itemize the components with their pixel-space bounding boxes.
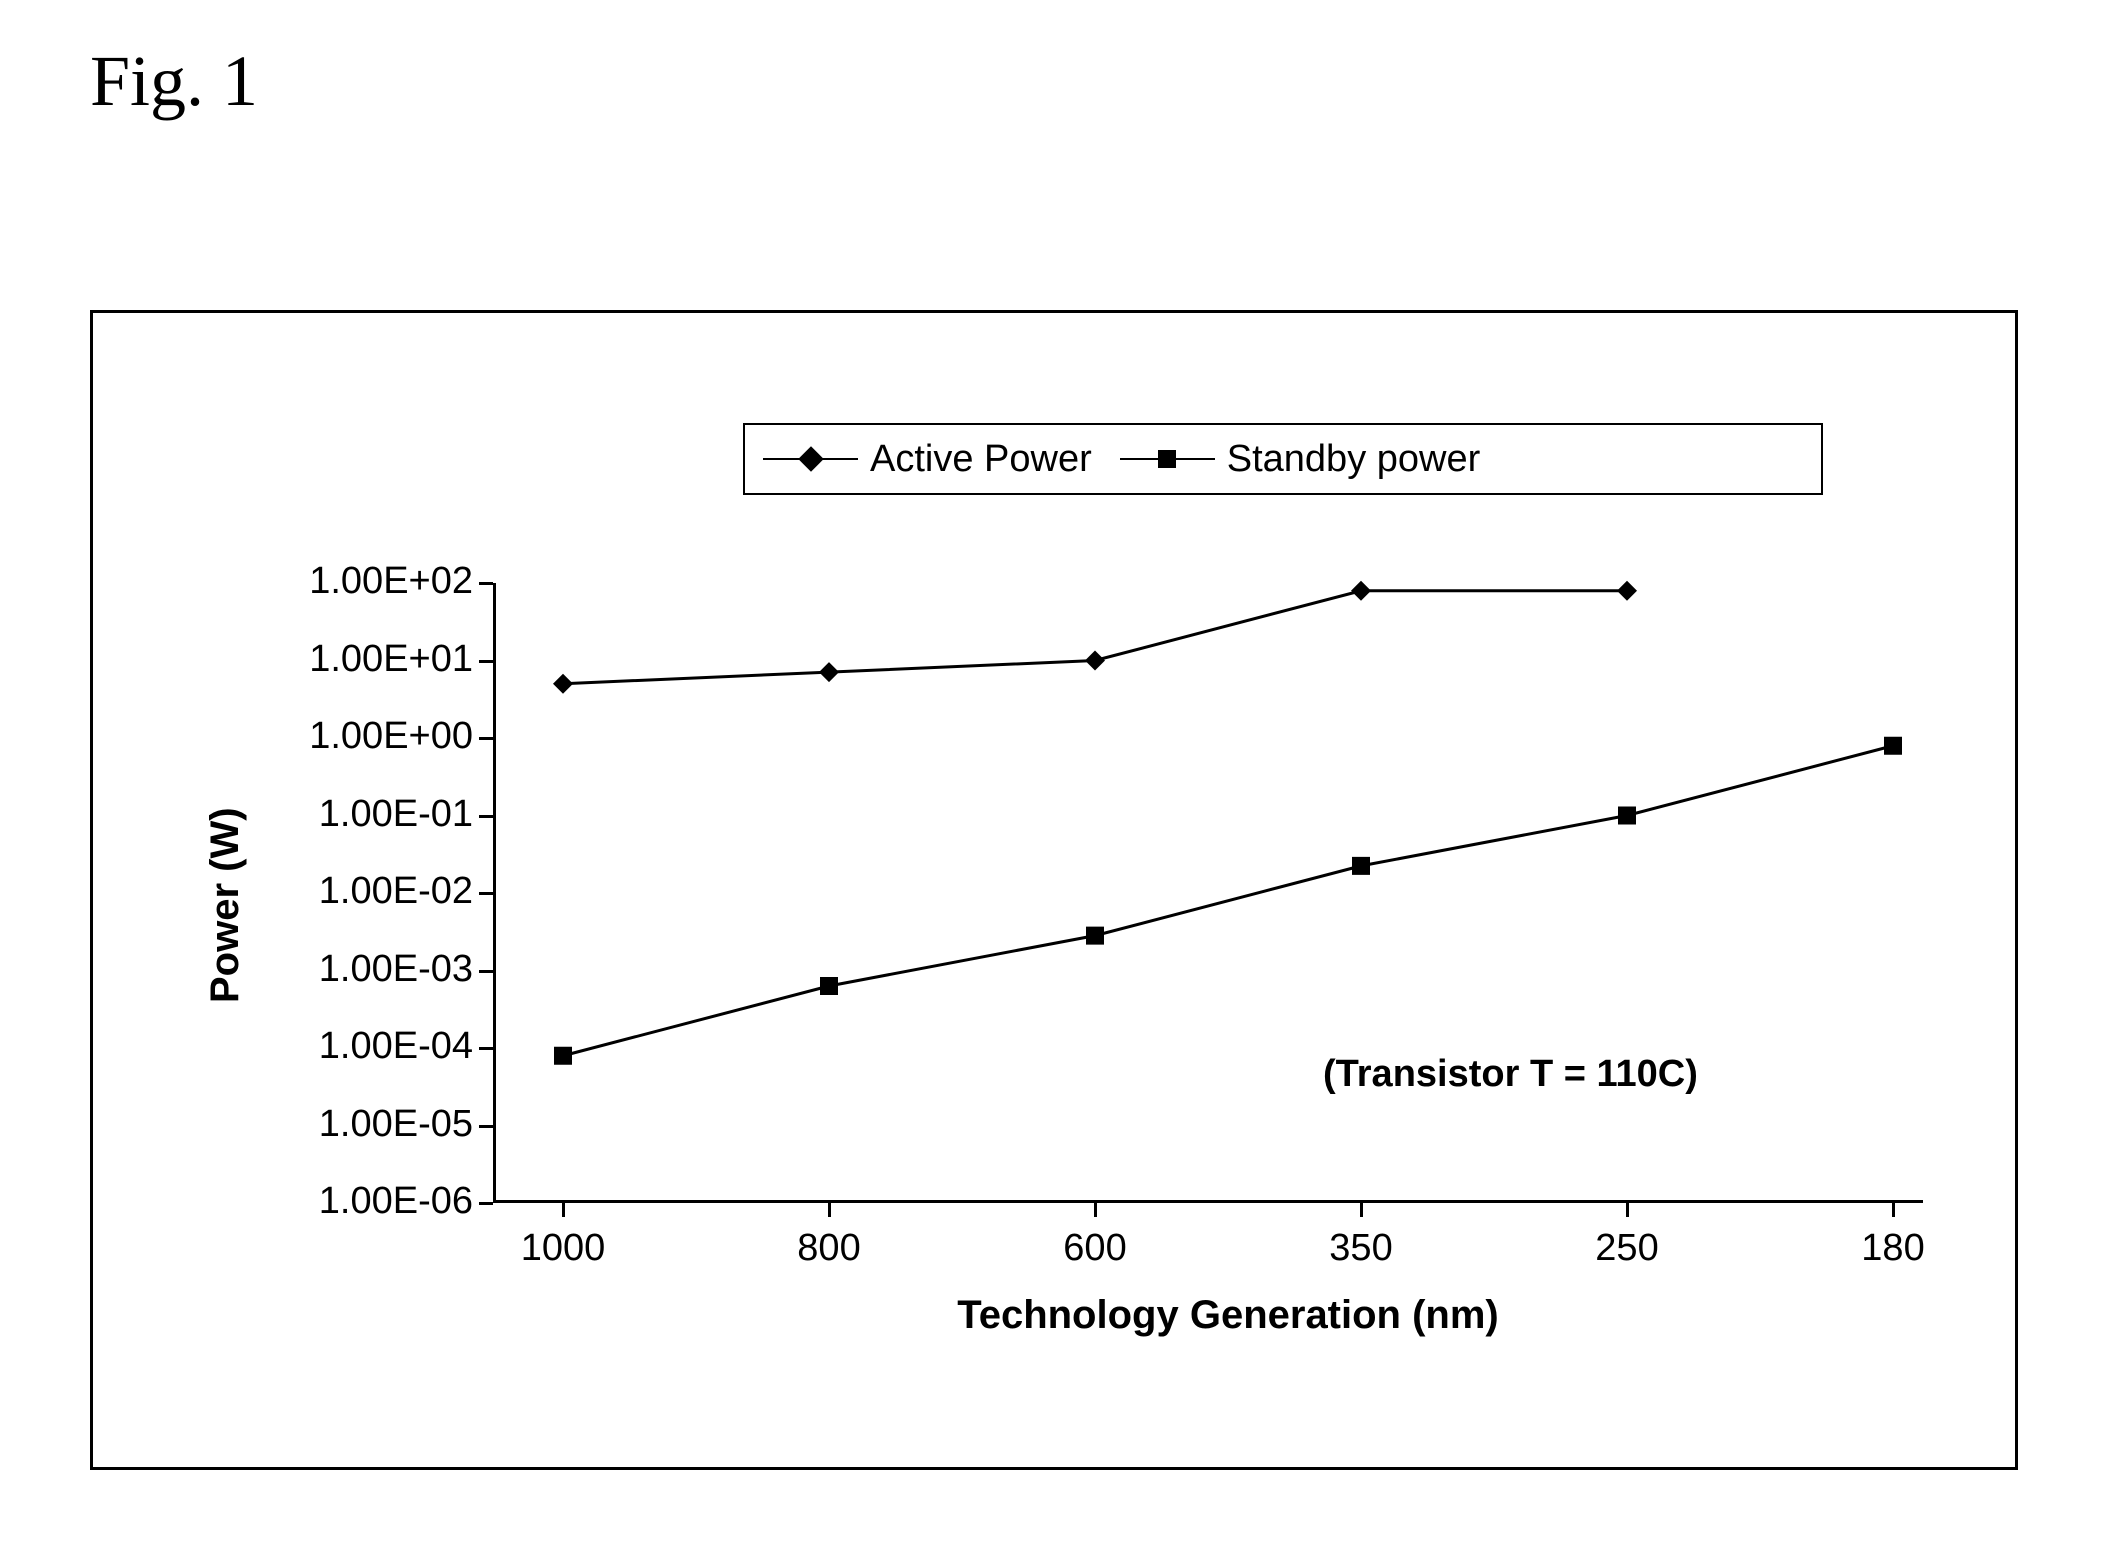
legend-line bbox=[1120, 458, 1215, 460]
y-axis-title: Power (W) bbox=[203, 807, 248, 1003]
y-tick bbox=[479, 660, 493, 663]
y-tick-label: 1.00E-05 bbox=[263, 1103, 473, 1146]
y-tick bbox=[479, 892, 493, 895]
square-icon bbox=[1618, 807, 1636, 825]
square-icon bbox=[554, 1047, 572, 1065]
y-tick-label: 1.00E-03 bbox=[263, 948, 473, 991]
square-icon bbox=[1158, 450, 1176, 468]
y-tick bbox=[479, 1047, 493, 1050]
x-tick bbox=[1360, 1203, 1363, 1217]
x-tick bbox=[1892, 1203, 1895, 1217]
x-axis-title: Technology Generation (nm) bbox=[928, 1293, 1528, 1338]
square-icon bbox=[1884, 737, 1902, 755]
diamond-icon bbox=[798, 446, 823, 471]
x-tick-label: 180 bbox=[1861, 1227, 1924, 1270]
y-tick-label: 1.00E-06 bbox=[263, 1180, 473, 1223]
y-tick-label: 1.00E-04 bbox=[263, 1025, 473, 1068]
y-tick-label: 1.00E+01 bbox=[263, 638, 473, 681]
square-icon bbox=[1086, 927, 1104, 945]
y-tick bbox=[479, 582, 493, 585]
chart-container: Active Power Standby power Power (W) Tech… bbox=[90, 310, 2018, 1470]
y-tick-label: 1.00E+00 bbox=[263, 715, 473, 758]
square-icon bbox=[1352, 857, 1370, 875]
series-svg bbox=[493, 583, 1923, 1203]
y-tick bbox=[479, 1125, 493, 1128]
chart-inner: Active Power Standby power Power (W) Tech… bbox=[93, 313, 2015, 1467]
square-icon bbox=[820, 977, 838, 995]
x-tick bbox=[828, 1203, 831, 1217]
diamond-icon bbox=[1085, 651, 1105, 671]
legend-label: Active Power bbox=[870, 438, 1092, 481]
series-line bbox=[563, 746, 1893, 1056]
x-tick-label: 600 bbox=[1063, 1227, 1126, 1270]
y-tick bbox=[479, 737, 493, 740]
y-tick-label: 1.00E-01 bbox=[263, 793, 473, 836]
legend-item: Standby power bbox=[1120, 438, 1481, 481]
y-tick bbox=[479, 970, 493, 973]
y-tick-label: 1.00E-02 bbox=[263, 870, 473, 913]
legend: Active Power Standby power bbox=[743, 423, 1823, 495]
legend-label: Standby power bbox=[1227, 438, 1481, 481]
diamond-icon bbox=[1617, 581, 1637, 601]
figure-label: Fig. 1 bbox=[90, 40, 258, 123]
plot-area bbox=[493, 583, 1923, 1203]
x-tick-label: 250 bbox=[1595, 1227, 1658, 1270]
x-tick-label: 1000 bbox=[521, 1227, 606, 1270]
diamond-icon bbox=[819, 662, 839, 682]
x-tick bbox=[1094, 1203, 1097, 1217]
x-tick bbox=[1626, 1203, 1629, 1217]
x-tick-label: 800 bbox=[797, 1227, 860, 1270]
diamond-icon bbox=[1351, 581, 1371, 601]
diamond-icon bbox=[553, 674, 573, 694]
x-tick-label: 350 bbox=[1329, 1227, 1392, 1270]
y-tick-label: 1.00E+02 bbox=[263, 560, 473, 603]
legend-line bbox=[763, 458, 858, 460]
y-tick bbox=[479, 815, 493, 818]
y-tick bbox=[479, 1202, 493, 1205]
x-tick bbox=[562, 1203, 565, 1217]
legend-item: Active Power bbox=[763, 438, 1092, 481]
